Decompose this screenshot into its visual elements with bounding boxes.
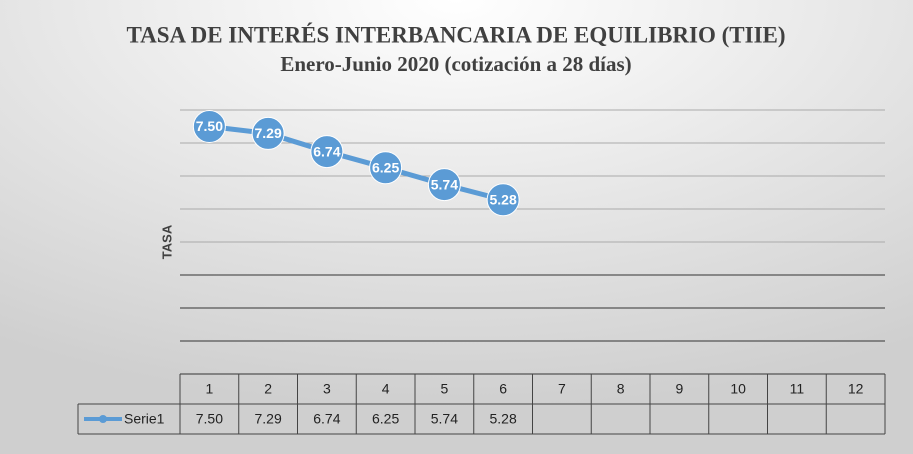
table-value: 7.50 xyxy=(196,411,223,427)
x-tick-label: 10 xyxy=(730,381,746,397)
data-label: 6.25 xyxy=(372,159,399,175)
table-value: 7.29 xyxy=(255,411,282,427)
x-tick-label: 9 xyxy=(675,381,683,397)
data-label: 7.50 xyxy=(196,118,223,134)
x-tick-label: 3 xyxy=(323,381,331,397)
x-tick-label: 5 xyxy=(440,381,448,397)
table-value: 5.28 xyxy=(490,411,517,427)
x-tick-label: 8 xyxy=(617,381,625,397)
marker xyxy=(369,151,403,185)
legend-label: Serie1 xyxy=(124,411,165,427)
table-value: 6.25 xyxy=(372,411,399,427)
x-tick-label: 2 xyxy=(264,381,272,397)
x-tick-label: 7 xyxy=(558,381,566,397)
x-tick-label: 11 xyxy=(790,381,805,397)
x-tick-label: 6 xyxy=(499,381,507,397)
marker xyxy=(251,116,285,150)
marker xyxy=(427,168,461,202)
legend-marker xyxy=(99,415,107,423)
x-tick-label: 4 xyxy=(382,381,390,397)
marker xyxy=(486,183,520,217)
table-value: 5.74 xyxy=(431,411,458,427)
table-value: 6.74 xyxy=(313,411,340,427)
data-label: 7.29 xyxy=(255,125,282,141)
x-tick-label: 1 xyxy=(205,381,213,397)
data-label: 5.74 xyxy=(431,176,458,192)
chart-title: TASA DE INTERÉS INTERBANCARIA DE EQUILIB… xyxy=(126,22,785,47)
marker xyxy=(192,110,226,143)
marker xyxy=(310,135,344,169)
data-label: 6.74 xyxy=(313,143,340,159)
chart-subtitle: Enero-Junio 2020 (cotización a 28 días) xyxy=(280,52,631,76)
y-axis-label: TASA xyxy=(159,224,174,259)
data-label: 5.28 xyxy=(490,191,517,207)
x-tick-label: 12 xyxy=(848,381,864,397)
